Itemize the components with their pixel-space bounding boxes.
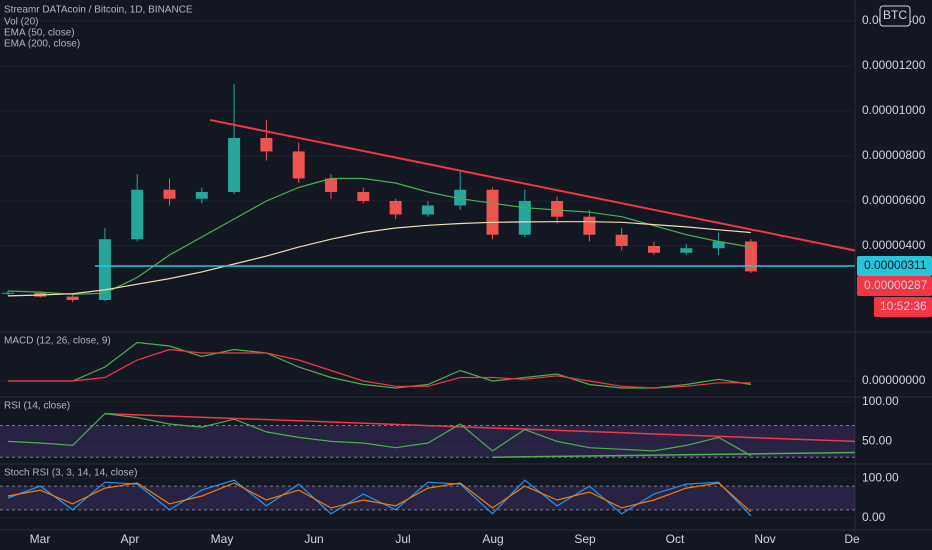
candle-body <box>583 216 596 235</box>
currency: BTC <box>883 8 907 22</box>
ema-line <box>7 177 752 296</box>
candle-body <box>66 296 79 300</box>
y-tick-label: 0.00000600 <box>862 193 926 207</box>
y-tick-label: 0.00 <box>862 510 886 524</box>
indicator-label: Vol (20) <box>4 17 38 28</box>
indicator-line <box>8 341 751 389</box>
band <box>0 486 855 510</box>
price-tag <box>857 256 932 277</box>
y-tick-label: 0.00000000 <box>862 373 926 387</box>
x-tick-label: Aug <box>482 532 503 546</box>
candle-body <box>551 200 564 217</box>
countdown-tag <box>874 297 932 318</box>
indicator-line <box>7 482 752 513</box>
x-tick-label: Sep <box>574 532 596 546</box>
candle-body <box>260 137 273 152</box>
indicator-line <box>7 412 752 457</box>
trendline <box>209 118 856 252</box>
indicator-label: EMA (50, close) <box>4 28 75 39</box>
y-tick-label: 50.00 <box>862 434 892 448</box>
candle-body <box>712 241 725 249</box>
candle-body <box>615 234 628 246</box>
x-tick-label: Mar <box>30 532 51 546</box>
candle-body <box>228 137 241 192</box>
candle-body <box>325 178 337 192</box>
x-tick-label: Jul <box>395 532 410 546</box>
candle-body <box>163 189 176 199</box>
x-tick-label: Oct <box>666 532 685 546</box>
pane-title: Stoch RSI (3, 3, 14, 14, close) <box>4 468 137 479</box>
candle-body <box>2 292 14 294</box>
x-tick-label: Jun <box>304 532 323 546</box>
candle-body <box>421 205 434 215</box>
candle-body <box>131 189 144 240</box>
y-tick-label: 0.00001200 <box>862 58 926 72</box>
ema-line <box>7 221 751 297</box>
trendline <box>104 412 856 443</box>
x-tick-label: Apr <box>121 532 140 546</box>
y-tick-label: 0.00000400 <box>862 238 926 252</box>
pane-title: Streamr DATAcoin / Bitcoin, 1D, BINANCE <box>4 5 193 16</box>
y-tick-label: 100.00 <box>862 470 899 484</box>
indicator-label: EMA (200, close) <box>4 39 80 50</box>
indicator-line <box>8 348 751 389</box>
x-tick-label: Nov <box>754 532 775 546</box>
y-tick-label: 0.00001000 <box>862 103 926 117</box>
currency-badge <box>879 5 911 27</box>
candle-body <box>744 241 757 272</box>
candle-body <box>98 239 111 300</box>
candle-body <box>486 189 499 235</box>
candle-body <box>518 200 531 235</box>
price-tag-label: 0.00000311 <box>864 258 927 272</box>
y-tick-label: 0.00000800 <box>862 148 926 162</box>
x-tick-label: May <box>211 532 234 546</box>
pane-title: RSI (14, close) <box>4 401 70 412</box>
candle-body <box>195 191 208 199</box>
y-tick-label: 100.00 <box>862 394 899 408</box>
candle-body <box>357 191 370 201</box>
candle-body <box>680 248 693 253</box>
candle-body <box>389 200 402 215</box>
candle-body <box>292 151 305 179</box>
candle-body <box>648 245 660 253</box>
x-tick-label: De <box>844 532 860 546</box>
last-price-tag <box>857 276 932 297</box>
pane-title: MACD (12, 26, close, 9) <box>4 336 111 347</box>
countdown: 10:52:36 <box>880 299 927 313</box>
candle-body <box>454 189 467 206</box>
last-price-label: 0.00000287 <box>864 278 928 292</box>
trendline <box>492 451 856 458</box>
